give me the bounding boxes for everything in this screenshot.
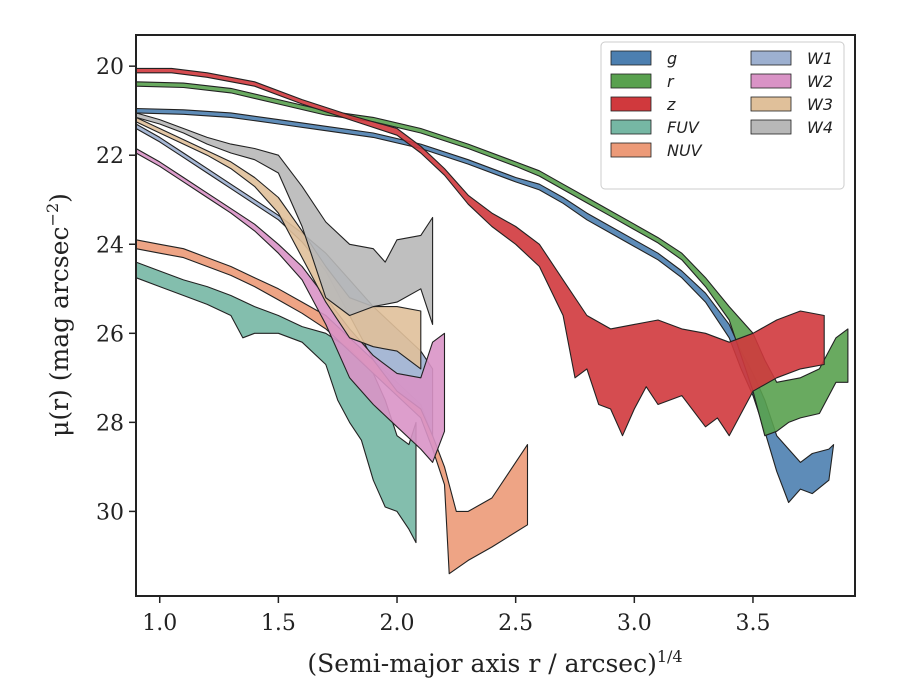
legend-label-w2: W2	[807, 72, 833, 91]
y-tick-label: 20	[96, 55, 124, 80]
x-axis-label: (Semi-major axis r / arcsec)1/4	[307, 647, 682, 678]
legend-label-r: r	[667, 72, 675, 91]
legend-swatch-r	[610, 73, 652, 89]
y-tick-label: 22	[96, 144, 124, 169]
y-axis-label-text: μ(r) (mag arcsec	[45, 226, 74, 436]
y-axis-ticks: 20 22 24 26 28 30	[96, 55, 136, 525]
y-tick-label: 28	[96, 411, 124, 436]
band-g	[135, 107, 835, 504]
x-tick-label: 1.0	[142, 611, 177, 636]
band-w4	[135, 112, 434, 325]
legend-swatch-nuv	[610, 142, 652, 158]
legend-label-g: g	[667, 49, 677, 68]
band-fuv	[135, 261, 417, 544]
legend-swatch-w3	[750, 96, 792, 112]
x-tick-label: 1.5	[261, 611, 296, 636]
y-tick-label: 30	[96, 500, 124, 525]
legend-label-w1: W1	[807, 49, 833, 68]
legend-swatch-w1	[750, 50, 792, 66]
x-axis-label-exponent: 1/4	[657, 647, 683, 666]
y-axis-label: μ(r) (mag arcsec−2)	[43, 193, 74, 437]
x-tick-label: 3.0	[617, 611, 652, 636]
y-axis-label-exponent: −2	[43, 203, 62, 227]
profile-bands	[135, 67, 849, 575]
legend-swatch-fuv	[610, 119, 652, 135]
x-tick-label: 2.0	[380, 611, 415, 636]
legend: grz FUV NUV W1 W2 W3 W4	[600, 41, 845, 190]
band-w2	[135, 147, 446, 463]
band-r	[135, 81, 849, 437]
legend-swatch-w2	[750, 73, 792, 89]
legend-label-w3: W3	[807, 95, 833, 114]
legend-label-nuv: NUV	[667, 141, 703, 160]
legend-swatch-z	[610, 96, 652, 112]
legend-label-w4: W4	[807, 118, 833, 137]
legend-label-z: z	[666, 95, 676, 114]
y-axis-label-close: )	[45, 193, 74, 203]
legend-label-fuv: FUV	[667, 118, 700, 137]
x-tick-label: 2.5	[498, 611, 533, 636]
y-tick-label: 24	[96, 233, 124, 258]
legend-swatch-w4	[750, 119, 792, 135]
y-tick-label: 26	[96, 322, 124, 347]
legend-swatch-g	[610, 50, 652, 66]
x-axis-label-text: (Semi-major axis r / arcsec)	[307, 649, 656, 678]
x-axis-ticks: 1.0 1.5 2.0 2.5 3.0 3.5	[142, 596, 770, 636]
band-nuv	[135, 239, 529, 575]
x-tick-label: 3.5	[735, 611, 770, 636]
band-z	[135, 67, 825, 437]
plot-frame	[135, 34, 856, 597]
